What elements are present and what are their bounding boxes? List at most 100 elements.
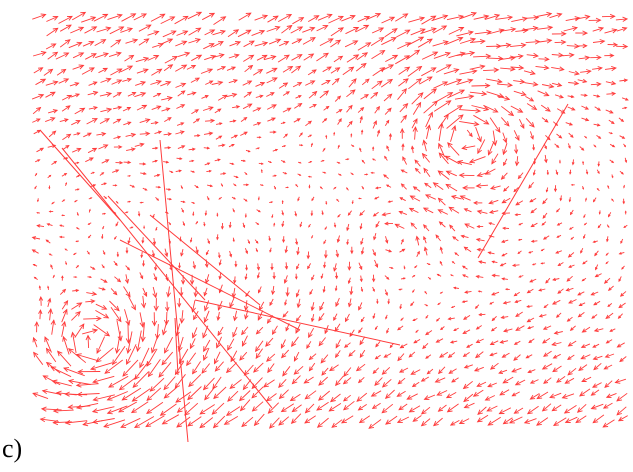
vector-arrow	[487, 416, 501, 426]
vector-arrowhead	[203, 354, 208, 361]
vector-arrowhead	[530, 209, 535, 214]
vector-arrowhead	[463, 208, 468, 212]
vector-arrowhead	[116, 68, 123, 74]
vector-arrow	[108, 375, 129, 388]
vector-arrowhead	[36, 199, 39, 203]
vector-arrowhead	[36, 106, 42, 112]
vector-arrow	[81, 67, 95, 75]
vector-arrowhead	[502, 137, 508, 144]
vector-arrowhead	[616, 396, 623, 402]
vector-arrow	[203, 347, 210, 361]
vector-arrow	[477, 210, 488, 214]
vector-arrowhead	[401, 88, 407, 94]
vector-arrowhead	[461, 265, 466, 269]
vector-arrow	[503, 328, 513, 332]
vector-arrowhead	[337, 15, 344, 21]
vector-arrowhead	[115, 169, 120, 173]
vector-arrowhead	[617, 315, 622, 320]
vector-arrow	[151, 68, 162, 76]
vector-arrow	[500, 340, 509, 343]
vector-arrowhead	[605, 262, 608, 265]
vector-arrow	[566, 287, 574, 291]
vector-arrowhead	[592, 355, 598, 361]
vector-arrow	[619, 79, 628, 82]
vector-arrow	[111, 79, 122, 85]
vector-arrowhead	[386, 330, 389, 334]
vector-arrowhead	[278, 393, 285, 400]
vector-arrowhead	[290, 341, 297, 348]
vector-arrowhead	[66, 94, 73, 100]
vector-arrowhead	[55, 390, 62, 396]
vector-arrow	[438, 152, 449, 165]
vector-arrowhead	[207, 68, 214, 74]
vector-arrow	[537, 90, 549, 97]
vector-arrow	[527, 405, 539, 415]
vector-arrowhead	[196, 54, 203, 60]
vector-arrowhead	[338, 118, 342, 123]
vector-arrowhead	[597, 163, 600, 167]
vector-arrowhead	[241, 421, 247, 428]
vector-arrow	[99, 92, 112, 97]
vector-arrow	[616, 406, 627, 416]
vector-arrow	[421, 15, 436, 25]
vector-arrowhead	[41, 389, 48, 395]
vector-arrow	[281, 25, 292, 34]
vector-arrowhead	[435, 234, 440, 239]
vector-arrow	[187, 92, 196, 96]
vector-arrowhead	[349, 290, 354, 296]
vector-arrowhead	[87, 132, 92, 137]
vector-arrow	[212, 30, 226, 36]
vector-arrowhead	[165, 160, 170, 164]
vector-arrow	[195, 246, 199, 253]
vector-arrowhead	[597, 171, 600, 175]
vector-arrowhead	[32, 392, 39, 398]
vector-arrowhead	[309, 291, 313, 295]
vector-arrowhead	[241, 330, 246, 336]
vector-arrowhead	[327, 38, 334, 44]
vector-arrowhead	[119, 161, 124, 165]
vector-arrowhead	[567, 370, 573, 376]
vector-arrowhead	[271, 290, 276, 296]
vector-arrow	[355, 63, 367, 72]
vector-arrowhead	[65, 105, 71, 110]
vector-arrowhead	[104, 196, 108, 199]
vector-arrowhead	[610, 132, 613, 135]
vector-arrowhead	[64, 391, 70, 397]
vector-arrowhead	[221, 66, 227, 71]
vector-arrowhead	[285, 292, 290, 297]
vector-arrowhead	[566, 318, 571, 322]
vector-arrowhead	[434, 378, 441, 383]
vector-arrowhead	[283, 279, 288, 284]
vector-arrowhead	[502, 226, 506, 230]
vector-arrowhead	[359, 115, 363, 120]
vector-arrow	[193, 310, 199, 320]
vector-arrow	[86, 118, 98, 125]
vector-arrow	[542, 198, 548, 204]
vector-arrowhead	[423, 246, 428, 252]
vector-arrowhead	[343, 405, 349, 411]
vector-arrowhead	[467, 30, 474, 36]
vector-arrowhead	[481, 91, 488, 97]
vector-arrowhead	[439, 246, 443, 251]
vector-arrow	[463, 315, 471, 320]
vector-arrowhead	[297, 26, 304, 32]
vector-arrowhead	[92, 378, 99, 384]
vector-arrowhead	[187, 421, 194, 427]
vector-arrow	[469, 65, 485, 70]
vector-arrow	[217, 326, 224, 336]
vector-arrow	[203, 287, 208, 296]
vector-arrow	[459, 120, 479, 125]
vector-arrow	[408, 78, 422, 90]
vector-arrowhead	[90, 365, 97, 371]
vector-arrow	[82, 41, 94, 47]
vector-arrow	[593, 362, 602, 370]
vector-arrowhead	[139, 321, 145, 328]
vector-arrowhead	[178, 265, 181, 269]
vector-arrow	[473, 15, 489, 20]
vector-arrow	[285, 262, 288, 269]
vector-arrow	[521, 27, 538, 31]
vector-arrow	[425, 330, 433, 335]
vector-arrowhead	[75, 382, 82, 388]
vector-arrow	[317, 417, 329, 428]
vector-arrow	[212, 54, 224, 58]
